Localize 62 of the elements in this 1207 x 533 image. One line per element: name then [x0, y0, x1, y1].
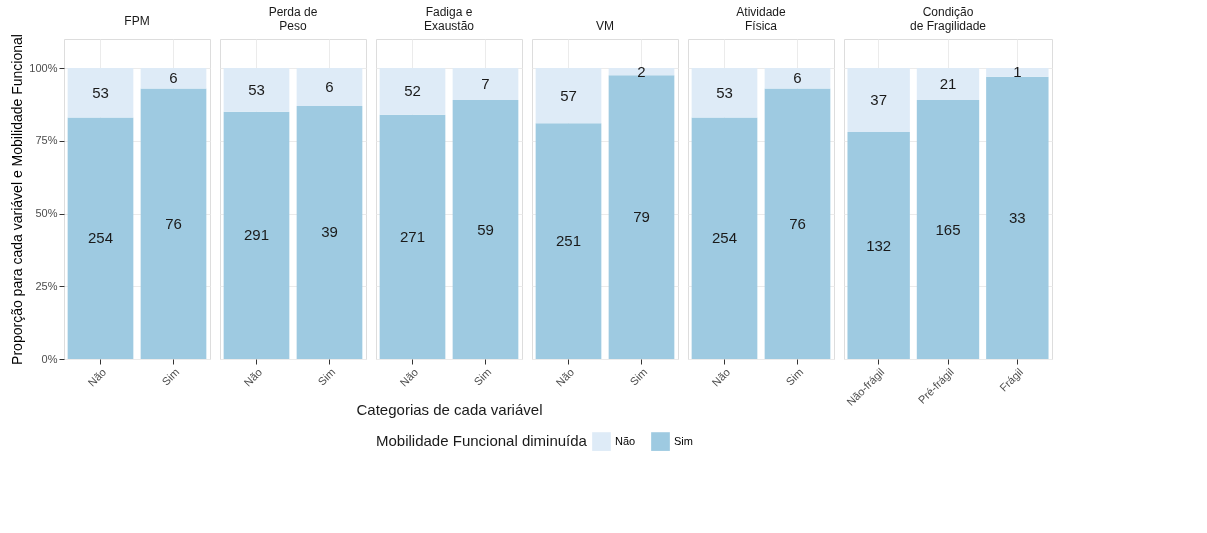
y-tick-label: 75%: [35, 134, 58, 147]
annotation: 76: [789, 214, 806, 232]
annotation: 254: [87, 229, 114, 247]
y-tick-label: 0%: [41, 352, 58, 365]
annotation: 7: [481, 75, 490, 93]
x-tick-label: Não: [85, 365, 109, 389]
chart-title: Fadiga e Exaustão: [423, 5, 475, 33]
annotation: 79: [633, 208, 650, 226]
annotation: 132: [866, 236, 892, 254]
annotation: 21: [939, 75, 957, 93]
annotation: 53: [248, 80, 265, 98]
annotation: 33: [1008, 208, 1026, 226]
x-tick-label: Sim: [783, 365, 806, 388]
annotation: 254: [711, 229, 738, 247]
annotation: 37: [870, 91, 888, 109]
bar: [847, 68, 910, 133]
chart-title: Perda de Peso: [268, 5, 318, 33]
chart-title: FPM: [124, 13, 150, 28]
annotation: 52: [404, 82, 421, 100]
annotation: 59: [477, 220, 494, 238]
y-tick-label: 100%: [29, 61, 58, 74]
annotation: 1: [1013, 63, 1022, 81]
annotation: 53: [716, 83, 733, 101]
annotation: 2: [637, 62, 646, 80]
x-tick-label: Não: [397, 365, 421, 389]
y-tick-label: 25%: [35, 279, 58, 292]
x-tick-label: Não: [553, 365, 577, 389]
chart-title: VM: [596, 19, 614, 33]
bar: [847, 132, 910, 359]
x-tick-label: Sim: [315, 365, 338, 388]
annotation: 6: [169, 69, 178, 87]
bar: [140, 88, 207, 359]
annotation: 271: [399, 227, 426, 245]
annotation: 57: [560, 86, 577, 104]
annotation: 39: [321, 223, 338, 241]
legend-title: Mobilidade Funcional diminuída: [376, 432, 588, 449]
annotation: 165: [935, 220, 961, 238]
y-axis-title: Proporção para cada variável e Mobilidade Funcional: [9, 34, 26, 365]
x-tick-label: Não: [709, 365, 733, 389]
x-axis-title: Categorias de cada variável: [356, 400, 543, 418]
chart-title: Condição de Fragilidade: [909, 5, 987, 33]
x-tick-label: Sim: [627, 365, 650, 388]
legend-label: Sim: [674, 434, 693, 447]
chart-title: Atividade Física: [736, 5, 786, 33]
annotation: 251: [555, 232, 582, 250]
annotation: 291: [243, 226, 270, 244]
bar: [67, 117, 134, 359]
y-tick-label: 50%: [35, 207, 58, 220]
bar: [67, 68, 134, 118]
bar: [140, 68, 207, 89]
annotation: 6: [325, 78, 334, 95]
x-tick-label: Sim: [471, 365, 494, 388]
annotation: 53: [92, 83, 109, 101]
x-tick-label: Sim: [159, 365, 182, 388]
bar: [916, 100, 980, 359]
legend-label: Não: [615, 434, 636, 447]
bar: [986, 76, 1049, 359]
bar: [916, 68, 980, 101]
bar: [986, 68, 1049, 77]
annotation: 6: [793, 69, 802, 87]
x-tick-label: Não: [241, 365, 265, 389]
annotation: 76: [165, 214, 182, 232]
